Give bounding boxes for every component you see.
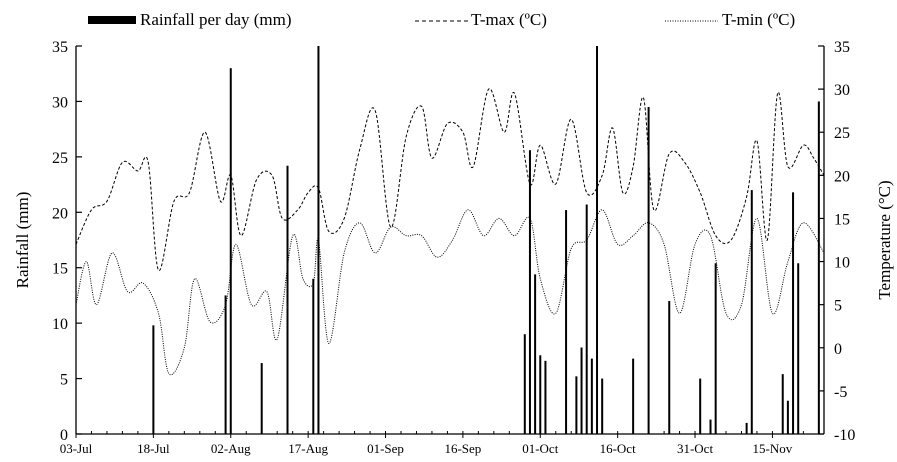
x-tick-label: 16-Oct (600, 441, 636, 456)
x-tick-label: 31-Oct (677, 441, 713, 456)
rainfall-bar (601, 378, 604, 434)
rainfall-bar (286, 165, 289, 434)
rainfall-bar (699, 378, 702, 434)
y-right-tick-label: -10 (834, 427, 855, 444)
rainfall-bar (585, 204, 588, 434)
y-left-tick-label: 5 (60, 372, 68, 389)
y-right-tick-label: 25 (834, 125, 850, 142)
rainfall-bar (709, 419, 712, 434)
rainfall-bar (647, 106, 650, 434)
rainfall-bar (229, 68, 232, 435)
x-tick-label: 01-Oct (522, 441, 558, 456)
y-right-tick-label: 0 (834, 341, 842, 358)
rainfall-bar (781, 374, 784, 434)
y-right-tick-label: 5 (834, 298, 842, 315)
left-axis-ticks: 0 5 10 15 20 25 30 35 (52, 39, 82, 444)
rainfall-bar (152, 325, 155, 434)
rainfall-bar (523, 334, 526, 434)
tmax-series-line (75, 88, 825, 271)
y-left-tick-label: 25 (52, 150, 68, 167)
y-right-axis-title: Temperature (°C) (875, 180, 894, 299)
y-left-tick-label: 0 (60, 427, 68, 444)
rainfall-bar (590, 358, 593, 434)
rainfall-bar (528, 150, 531, 434)
y-left-axis-title: Rainfall (mm) (13, 192, 32, 289)
y-right-tick-label: 20 (834, 168, 850, 185)
rainfall-bar (317, 46, 320, 434)
x-tick-label: 18-Jul (137, 441, 170, 456)
rainfall-bar (534, 274, 537, 434)
legend-rainfall-label: Rainfall per day (mm) (140, 10, 292, 29)
rainfall-bar (668, 300, 671, 434)
rainfall-bar (596, 46, 599, 434)
rainfall-bar (714, 263, 717, 434)
rainfall-bar (580, 347, 583, 434)
y-right-tick-label: 35 (834, 39, 850, 56)
x-tick-label: 17-Aug (288, 441, 328, 456)
rainfall-bar (792, 192, 795, 434)
x-tick-label: 15-Nov (753, 441, 793, 456)
rainfall-bar (817, 101, 820, 434)
y-left-tick-label: 10 (52, 316, 68, 333)
rainfall-bar (539, 355, 542, 434)
rainfall-bar (632, 358, 635, 434)
x-axis-ticks: 03-Jul 18-Jul 02-Aug 17-Aug 01-Sep 16-Sep 01-O… (60, 431, 820, 456)
rainfall-bar (565, 210, 568, 434)
rainfall-bars (152, 46, 820, 435)
x-tick-label: 16-Sep (444, 441, 481, 456)
rainfall-bar (797, 263, 800, 434)
rainfall-bar (745, 422, 748, 434)
x-tick-label: 02-Aug (211, 441, 251, 456)
rainfall-bar (786, 400, 789, 434)
rainfall-bar (312, 278, 315, 434)
rainfall-bar (750, 190, 753, 434)
y-right-tick-label: 10 (834, 255, 850, 272)
legend: Rainfall per day (mm) T-max (ºC) T-min (… (88, 10, 795, 29)
x-tick-label: 01-Sep (367, 441, 404, 456)
rainfall-bar (224, 295, 227, 434)
y-left-tick-label: 35 (52, 39, 68, 56)
rainfall-bar (544, 360, 547, 434)
y-right-tick-label: 15 (834, 211, 850, 228)
legend-rainfall-swatch (88, 16, 136, 24)
y-left-tick-label: 15 (52, 261, 68, 278)
legend-tmax-label: T-max (ºC) (471, 10, 547, 29)
tmin-series-line (75, 209, 825, 376)
x-tick-label: 03-Jul (60, 441, 93, 456)
rainfall-bar (260, 363, 263, 434)
y-left-tick-label: 20 (52, 205, 68, 222)
y-right-tick-label: -5 (834, 384, 847, 401)
y-right-tick-label: 30 (834, 82, 850, 99)
y-left-tick-label: 30 (52, 94, 68, 111)
rainfall-bar (575, 376, 578, 434)
legend-tmin-label: T-min (ºC) (722, 10, 795, 29)
